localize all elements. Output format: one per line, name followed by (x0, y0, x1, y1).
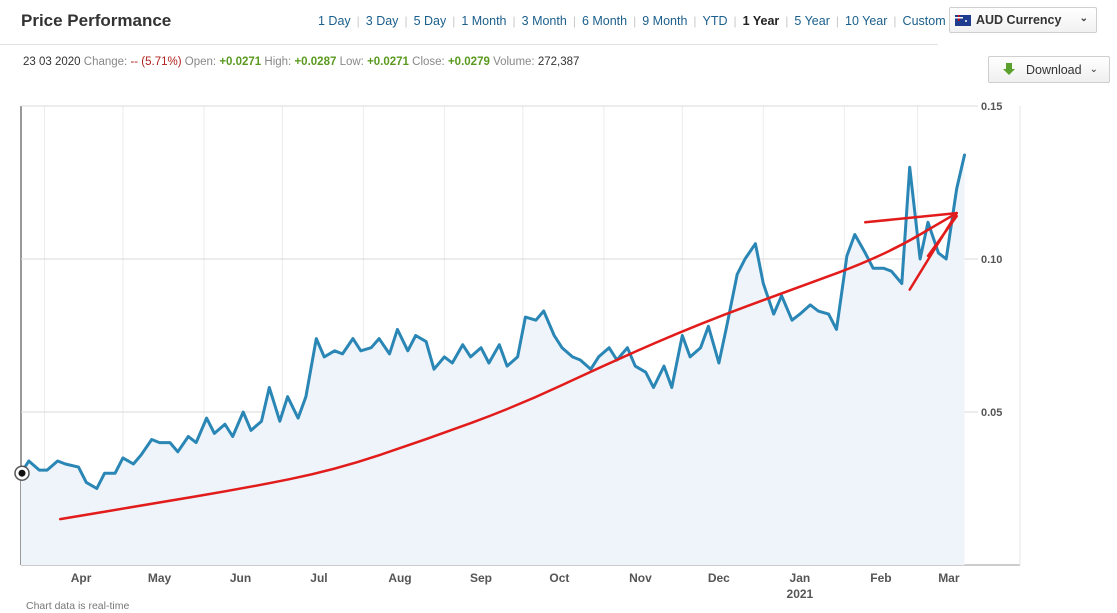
range-5-day[interactable]: 5 Day (413, 14, 447, 28)
x-tick-label: May (148, 571, 172, 585)
x-tick-label: Apr (71, 571, 92, 585)
range-separator: | (356, 14, 360, 28)
range-9-month[interactable]: 9 Month (642, 14, 688, 28)
price-stats-bar: 23 03 2020 Change: -- (5.71%) Open: +0.0… (23, 56, 579, 68)
currency-dropdown[interactable]: AUD Currency ⌄ (949, 7, 1097, 33)
price-area-fill (21, 155, 965, 565)
x-tick-label: Jan (790, 571, 811, 585)
range-ytd[interactable]: YTD (702, 14, 728, 28)
high-label: High: (264, 56, 292, 68)
range-separator: | (693, 14, 697, 28)
range-10-year[interactable]: 10 Year (845, 14, 888, 28)
range-3-day[interactable]: 3 Day (365, 14, 399, 28)
x-tick-label: Sep (470, 571, 492, 585)
annotation-trend-curve (58, 211, 958, 521)
download-label: Download (1026, 62, 1082, 77)
australia-flag-icon (955, 14, 971, 26)
range-separator: | (733, 14, 737, 28)
time-range-selector: 1 Day | 3 Day | 5 Day | 1 Month | 3 Month | 6 Mont… (312, 14, 952, 28)
range-separator: | (785, 14, 789, 28)
crosshair-handle-icon (18, 469, 26, 477)
annotation-drawn-line (863, 211, 958, 224)
chevron-down-icon: ⌄ (1089, 64, 1098, 75)
x-tick-label: Feb (870, 571, 891, 585)
x-tick-label: Mar (938, 571, 960, 585)
range-1-day[interactable]: 1 Day (318, 14, 351, 28)
range-separator: | (452, 14, 456, 28)
range-separator: | (572, 14, 576, 28)
annotation-drawn-line (926, 214, 958, 258)
range-separator: | (633, 14, 637, 28)
range-separator: | (404, 14, 408, 28)
header-divider (0, 44, 938, 45)
price-series-line (19, 153, 966, 490)
range-separator: | (893, 14, 897, 28)
chart-footnote: Chart data is real-time (26, 600, 130, 612)
x-tick-label: Nov (629, 571, 652, 585)
volume-value: 272,387 (537, 56, 580, 68)
low-label: Low: (339, 56, 364, 68)
download-icon (1002, 62, 1016, 77)
y-tick-label: 0.05 (981, 407, 1002, 419)
range-separator: | (835, 14, 839, 28)
high-value: +0.0287 (294, 56, 337, 68)
stats-date: 23 03 2020 (23, 56, 81, 68)
close-value: +0.0279 (447, 56, 490, 68)
y-tick-label: 0.15 (981, 101, 1002, 113)
open-value: +0.0271 (219, 56, 262, 68)
x-tick-label: Oct (549, 571, 569, 585)
page-title: Price Performance (21, 11, 172, 30)
download-button[interactable]: Download ⌄ (988, 56, 1110, 83)
low-value: +0.0271 (367, 56, 409, 68)
range-custom[interactable]: Custom (902, 14, 946, 28)
x-tick-label: Aug (388, 571, 411, 585)
range-1-year[interactable]: 1 Year (742, 14, 780, 28)
chevron-down-icon: ⌄ (1079, 13, 1088, 24)
range-1-month[interactable]: 1 Month (461, 14, 507, 28)
x-tick-label: Jul (310, 571, 327, 585)
x-tick-label: Jun (230, 571, 251, 585)
currency-label: AUD Currency (976, 13, 1062, 27)
change-label: Change: (83, 56, 128, 68)
open-label: Open: (184, 56, 217, 68)
range-separator: | (512, 14, 516, 28)
x-tick-label: Dec (708, 571, 730, 585)
range-6-month[interactable]: 6 Month (581, 14, 628, 28)
range-3-month[interactable]: 3 Month (521, 14, 567, 28)
close-label: Close: (412, 56, 445, 68)
y-tick-label: 0.10 (981, 254, 1002, 266)
range-5-year[interactable]: 5 Year (794, 14, 830, 28)
change-value: -- (5.71%) (130, 56, 182, 68)
x-year-label: 2021 (787, 587, 814, 601)
volume-label: Volume: (493, 56, 535, 68)
